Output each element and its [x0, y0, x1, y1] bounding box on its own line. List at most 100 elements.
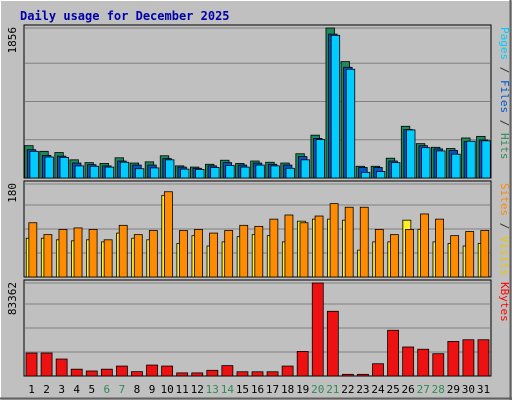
x-tick-label-28: 28: [432, 383, 445, 396]
bar-kbytes-day-25: [387, 329, 399, 377]
bar-kbytes-day-4: [70, 368, 83, 377]
axis-label-part: KBytes: [498, 282, 511, 322]
bar-kbytes-day-28: [432, 353, 445, 377]
chart-panels: 1856 Pages / Files / Hits 180 Sites / Visit…: [6, 24, 511, 377]
axis-label-part: Files: [498, 80, 511, 113]
bar-kbytes-day-21: [326, 310, 339, 377]
bar-pages-day-2: [44, 156, 54, 179]
x-tick-label-5: 5: [88, 383, 95, 396]
bar-sites-day-6: [103, 239, 113, 278]
bar-pages-day-10: [165, 159, 175, 179]
bars-visits-sites: [25, 191, 490, 278]
x-tick-label-7: 7: [119, 383, 126, 396]
x-tick-label-23: 23: [356, 383, 369, 396]
bar-sites-day-20: [314, 215, 324, 278]
bar-pages-day-24: [375, 171, 386, 179]
panel-kbytes: 83362 KBytes: [6, 279, 511, 377]
bar-pages-day-13: [210, 167, 220, 179]
bar-sites-day-1: [28, 222, 38, 278]
x-tick-label-16: 16: [251, 383, 264, 396]
bar-kbytes-day-14: [221, 365, 234, 377]
bar-pages-day-14: [225, 165, 235, 179]
axis-label: Sites / Visits: [498, 183, 511, 276]
bar-pages-day-17: [270, 165, 280, 179]
bar-pages-day-11: [180, 168, 190, 179]
bar-sites-day-26: [405, 229, 414, 278]
x-tick-label-14: 14: [221, 383, 235, 396]
bar-kbytes-day-29: [447, 341, 460, 377]
bar-kbytes-day-11: [176, 372, 189, 377]
x-tick-label-13: 13: [206, 383, 219, 396]
bar-kbytes-day-12: [191, 372, 204, 377]
bar-pages-day-7: [119, 161, 130, 179]
bar-kbytes-day-19: [296, 351, 309, 377]
bar-pages-day-29: [451, 153, 461, 179]
bar-pages-day-22: [345, 68, 356, 179]
x-tick-label-11: 11: [176, 383, 189, 396]
bar-sites-day-13: [209, 232, 219, 278]
bar-kbytes-day-2: [40, 352, 53, 377]
axis-label-part: Hits: [498, 133, 511, 160]
bar-pages-day-26: [406, 129, 416, 179]
bar-sites-day-10: [164, 191, 173, 278]
bar-sites-day-15: [239, 224, 249, 278]
bar-pages-day-6: [104, 166, 115, 179]
axis-label-part: /: [498, 113, 511, 133]
bar-kbytes-day-3: [55, 358, 68, 377]
bar-pages-day-28: [436, 150, 446, 179]
x-tick-label-29: 29: [447, 383, 460, 396]
bar-sites-day-19: [299, 222, 309, 278]
bar-sites-day-18: [284, 214, 294, 278]
x-tick-label-18: 18: [281, 383, 294, 396]
bar-sites-day-7: [118, 224, 128, 278]
x-tick-label-15: 15: [236, 383, 249, 396]
x-axis-labels: 1 2 3 4 5 6 7 8 9 10 11 12 13 14 15 16 17 18 19 20 21 22 23 24 2…: [28, 383, 490, 396]
bar-sites-day-11: [179, 230, 188, 278]
bar-sites-day-31: [480, 230, 490, 278]
bar-pages-day-31: [481, 140, 491, 179]
bar-sites-day-27: [420, 213, 429, 278]
bar-kbytes-day-13: [206, 369, 219, 377]
bar-kbytes-day-16: [251, 371, 264, 377]
x-tick-label-27: 27: [417, 383, 430, 396]
bar-sites-day-16: [254, 225, 264, 278]
x-tick-label-17: 17: [266, 383, 279, 396]
bar-kbytes-day-22: [341, 373, 354, 377]
bars-kbytes: [25, 282, 490, 377]
y-max-label: 83362: [6, 282, 19, 315]
bar-sites-day-14: [224, 230, 234, 278]
bar-pages-day-3: [59, 156, 69, 179]
x-tick-label-26: 26: [402, 383, 415, 396]
bar-sites-day-28: [435, 218, 444, 278]
axis-label-part: Sites: [498, 183, 511, 216]
bar-sites-day-2: [43, 234, 53, 278]
bar-kbytes-day-23: [357, 373, 369, 377]
axis-label-part: /: [498, 216, 511, 236]
bar-sites-day-3: [58, 229, 68, 278]
bar-pages-day-19: [300, 159, 310, 179]
bar-kbytes-day-6: [100, 368, 113, 377]
y-max-label: 1856: [6, 27, 19, 54]
bar-sites-day-24: [374, 229, 384, 278]
bar-kbytes-day-7: [116, 365, 128, 377]
x-tick-label-6: 6: [104, 383, 111, 396]
x-tick-label-24: 24: [371, 383, 385, 396]
bar-sites-day-21: [329, 203, 339, 278]
bar-kbytes-day-10: [161, 365, 174, 377]
bar-kbytes-day-31: [477, 339, 490, 377]
bar-pages-day-21: [330, 34, 341, 179]
bar-kbytes-day-24: [372, 363, 384, 377]
bar-kbytes-day-9: [146, 364, 158, 377]
bar-sites-day-30: [465, 231, 475, 278]
bar-pages-day-9: [149, 167, 160, 179]
bar-pages-day-15: [240, 166, 250, 179]
bar-sites-day-9: [148, 230, 158, 278]
bar-kbytes-day-18: [281, 365, 294, 377]
bar-sites-day-23: [359, 206, 369, 278]
bar-kbytes-day-1: [25, 352, 38, 377]
bar-sites-day-5: [88, 229, 98, 278]
bar-pages-day-12: [195, 169, 205, 179]
bar-sites-day-17: [269, 218, 279, 278]
